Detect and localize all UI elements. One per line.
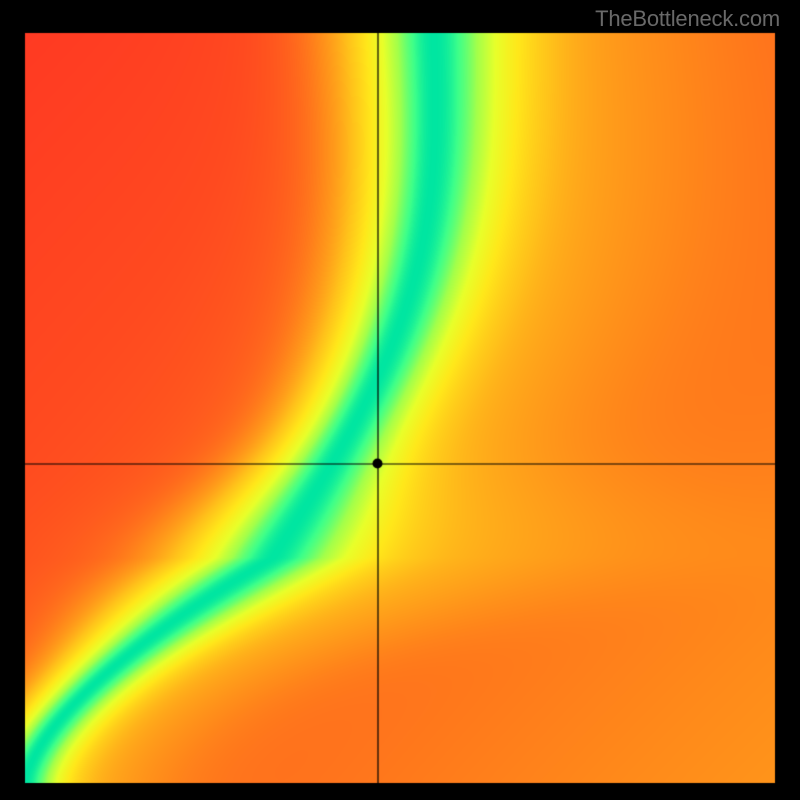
bottleneck-heatmap	[0, 0, 800, 800]
watermark-text: TheBottleneck.com	[595, 6, 780, 32]
